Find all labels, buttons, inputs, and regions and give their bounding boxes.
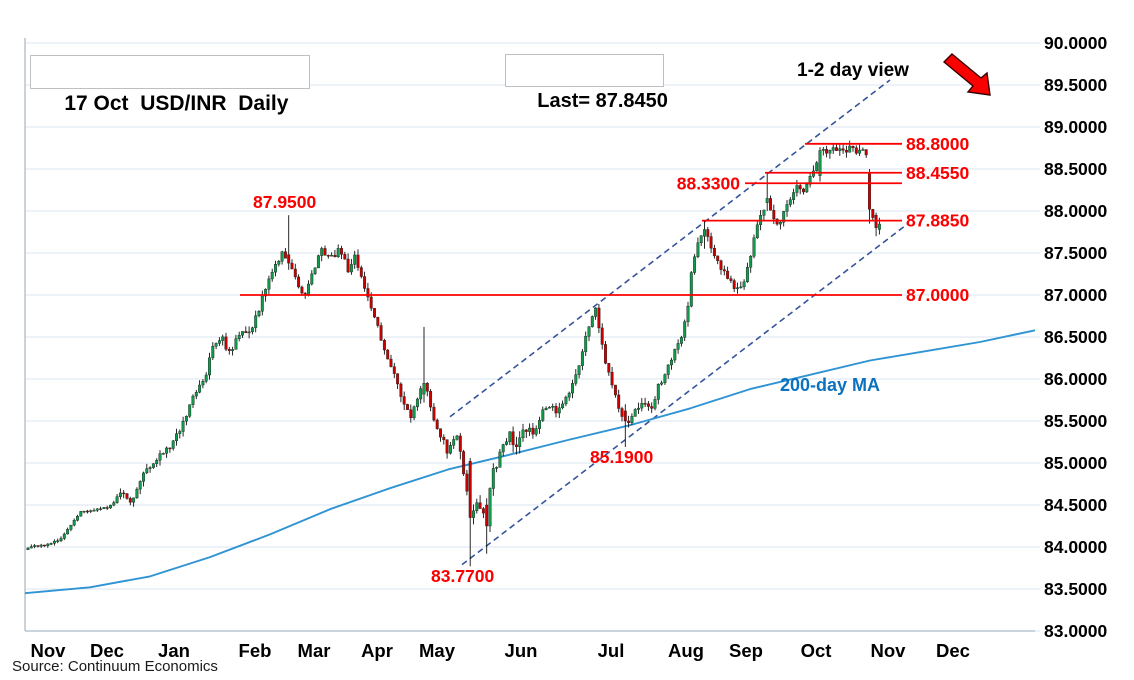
svg-text:May: May — [419, 640, 456, 661]
ma-200-line — [24, 329, 1036, 595]
svg-text:85.5000: 85.5000 — [1044, 411, 1108, 431]
svg-text:87.0000: 87.0000 — [1044, 285, 1108, 305]
ma-label: 200-day MA — [780, 375, 881, 395]
chart-title: 17 Oct USD/INR Daily — [64, 92, 289, 115]
gridlines — [25, 42, 1040, 632]
svg-text:Nov: Nov — [871, 640, 907, 661]
level-label-88.4550: 88.4550 — [906, 163, 970, 183]
svg-text:84.0000: 84.0000 — [1044, 537, 1108, 557]
svg-text:85.1900: 85.1900 — [590, 447, 654, 467]
svg-text:85.0000: 85.0000 — [1044, 453, 1108, 473]
y-axis-labels: 90.0000 89.5000 89.0000 88.5000 88.0000 87.50… — [1044, 33, 1108, 641]
source-credit: Source: Continuum Economics — [12, 658, 218, 675]
svg-text:Jan: Jan — [158, 640, 190, 661]
level-label-87.0000: 87.0000 — [906, 285, 970, 305]
candle-bodies — [26, 145, 881, 550]
svg-text:87.9500: 87.9500 — [253, 192, 317, 212]
svg-text:87.5000: 87.5000 — [1044, 243, 1108, 263]
x-axis-labels: Nov Dec Jan Feb Mar Apr May Jun Jul Aug Sep Oct Nov D… — [31, 640, 970, 661]
svg-text:84.5000: 84.5000 — [1044, 495, 1108, 515]
swing-point-labels: 87.9500 85.1900 83.7700 — [253, 192, 654, 586]
svg-text:88.0000: 88.0000 — [1044, 201, 1108, 221]
svg-text:Apr: Apr — [361, 640, 393, 661]
svg-text:83.7700: 83.7700 — [431, 566, 495, 586]
last-price-box: Last= 87.8450 — [505, 54, 668, 112]
svg-text:90.0000: 90.0000 — [1044, 33, 1108, 53]
svg-text:83.0000: 83.0000 — [1044, 621, 1108, 641]
chart-title-box: 17 Oct USD/INR Daily — [30, 55, 310, 115]
svg-text:86.0000: 86.0000 — [1044, 369, 1108, 389]
svg-text:Jul: Jul — [598, 640, 625, 661]
price-levels: 88.8000 88.4550 88.3300 87.8850 87.0000 — [240, 134, 970, 305]
level-label-88.3300: 88.3300 — [677, 173, 741, 193]
svg-text:83.5000: 83.5000 — [1044, 579, 1108, 599]
candle-wicks — [27, 140, 880, 567]
view-note-label: 1-2 day view — [797, 60, 909, 81]
svg-text:88.5000: 88.5000 — [1044, 159, 1108, 179]
trend-channel-lines — [449, 79, 909, 566]
level-label-88.8000: 88.8000 — [906, 134, 970, 154]
svg-text:86.5000: 86.5000 — [1044, 327, 1108, 347]
svg-text:Oct: Oct — [801, 640, 832, 661]
svg-text:Feb: Feb — [239, 640, 272, 661]
svg-text:Dec: Dec — [90, 640, 124, 661]
level-label-87.8850: 87.8850 — [906, 211, 970, 231]
svg-text:Aug: Aug — [668, 640, 704, 661]
svg-text:Mar: Mar — [298, 640, 331, 661]
svg-text:89.0000: 89.0000 — [1044, 117, 1108, 137]
svg-text:Jun: Jun — [505, 640, 538, 661]
svg-text:Dec: Dec — [936, 640, 970, 661]
down-arrow-icon — [942, 53, 991, 96]
last-price-label: Last= 87.8450 — [537, 90, 668, 112]
svg-text:Sep: Sep — [729, 640, 763, 661]
svg-text:89.5000: 89.5000 — [1044, 75, 1108, 95]
svg-text:Nov: Nov — [31, 640, 67, 661]
